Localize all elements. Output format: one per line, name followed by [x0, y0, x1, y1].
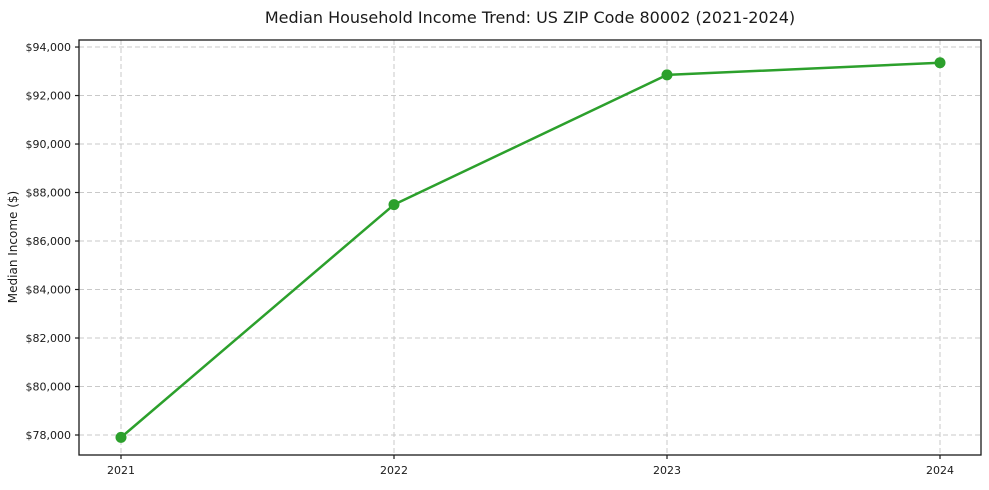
y-tick-label: $88,000 — [26, 187, 72, 200]
y-axis-label: Median Income ($) — [6, 191, 20, 303]
x-tick-label: 2024 — [926, 464, 954, 477]
plot-border — [78, 39, 982, 456]
income-trend-line — [120, 61, 941, 439]
y-tick-label: $80,000 — [26, 381, 72, 394]
y-tick-label: $84,000 — [26, 284, 72, 297]
y-tick-label: $90,000 — [26, 138, 72, 151]
x-tick-label: 2022 — [380, 464, 408, 477]
chart-title: Median Household Income Trend: US ZIP Co… — [265, 8, 795, 27]
y-tick-label: $82,000 — [26, 332, 72, 345]
data-point-2024 — [934, 57, 946, 69]
y-tick-label: $86,000 — [26, 235, 72, 248]
data-point-2021 — [115, 431, 127, 443]
income-series — [115, 57, 946, 443]
y-tick-label: $94,000 — [26, 41, 72, 54]
grid-layer — [79, 40, 981, 455]
x-tick-label: 2021 — [107, 464, 135, 477]
y-tick-label: $92,000 — [26, 90, 72, 103]
data-point-2023 — [661, 69, 673, 81]
y-tick-label: $78,000 — [26, 429, 72, 442]
axis-layer: $78,000 $80,000 $82,000 $84,000 $86,000 $88,0… — [26, 39, 982, 477]
x-tick-label: 2023 — [653, 464, 681, 477]
data-point-2022 — [388, 199, 400, 211]
